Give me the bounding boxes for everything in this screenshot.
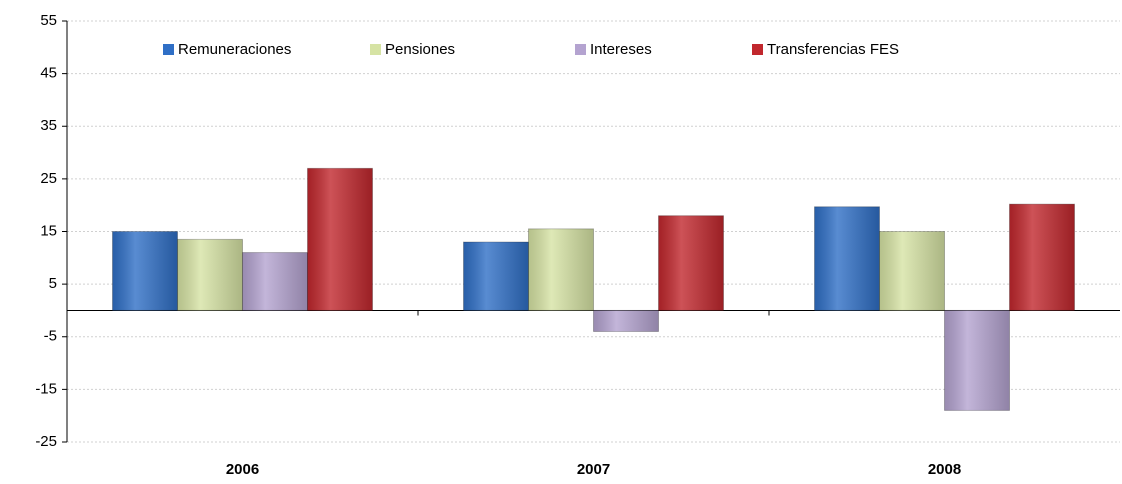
legend-swatch <box>163 44 174 55</box>
y-tick-label: -5 <box>44 328 57 345</box>
bar <box>307 167 373 311</box>
bar <box>814 206 880 311</box>
x-tick-label: 2007 <box>577 461 610 478</box>
bar <box>944 309 1010 411</box>
bar <box>177 238 243 311</box>
bar <box>879 231 945 311</box>
legend-swatch <box>575 44 586 55</box>
legend-swatch <box>752 44 763 55</box>
bar <box>463 241 529 311</box>
legend-label: Pensiones <box>385 41 455 58</box>
bar <box>1009 203 1075 311</box>
legend-label: Intereses <box>590 41 652 58</box>
legend-label: Remuneraciones <box>178 41 291 58</box>
legend-swatch <box>370 44 381 55</box>
bar <box>593 309 659 332</box>
y-tick-label: -25 <box>35 433 57 450</box>
legend-label: Transferencias FES <box>767 41 899 58</box>
y-tick-label: -15 <box>35 380 57 397</box>
x-tick-label: 2006 <box>226 461 259 478</box>
y-tick-label: 35 <box>40 117 57 134</box>
y-tick-label: 25 <box>40 170 57 187</box>
bar <box>528 228 594 311</box>
y-tick-label: 5 <box>49 275 57 292</box>
x-tick-label: 2008 <box>928 461 961 478</box>
bar <box>112 231 178 311</box>
y-tick-label: 15 <box>40 222 57 239</box>
bar <box>658 215 724 311</box>
y-tick-label: 45 <box>40 65 57 82</box>
y-tick-label: 55 <box>40 12 57 29</box>
bar <box>242 252 308 311</box>
